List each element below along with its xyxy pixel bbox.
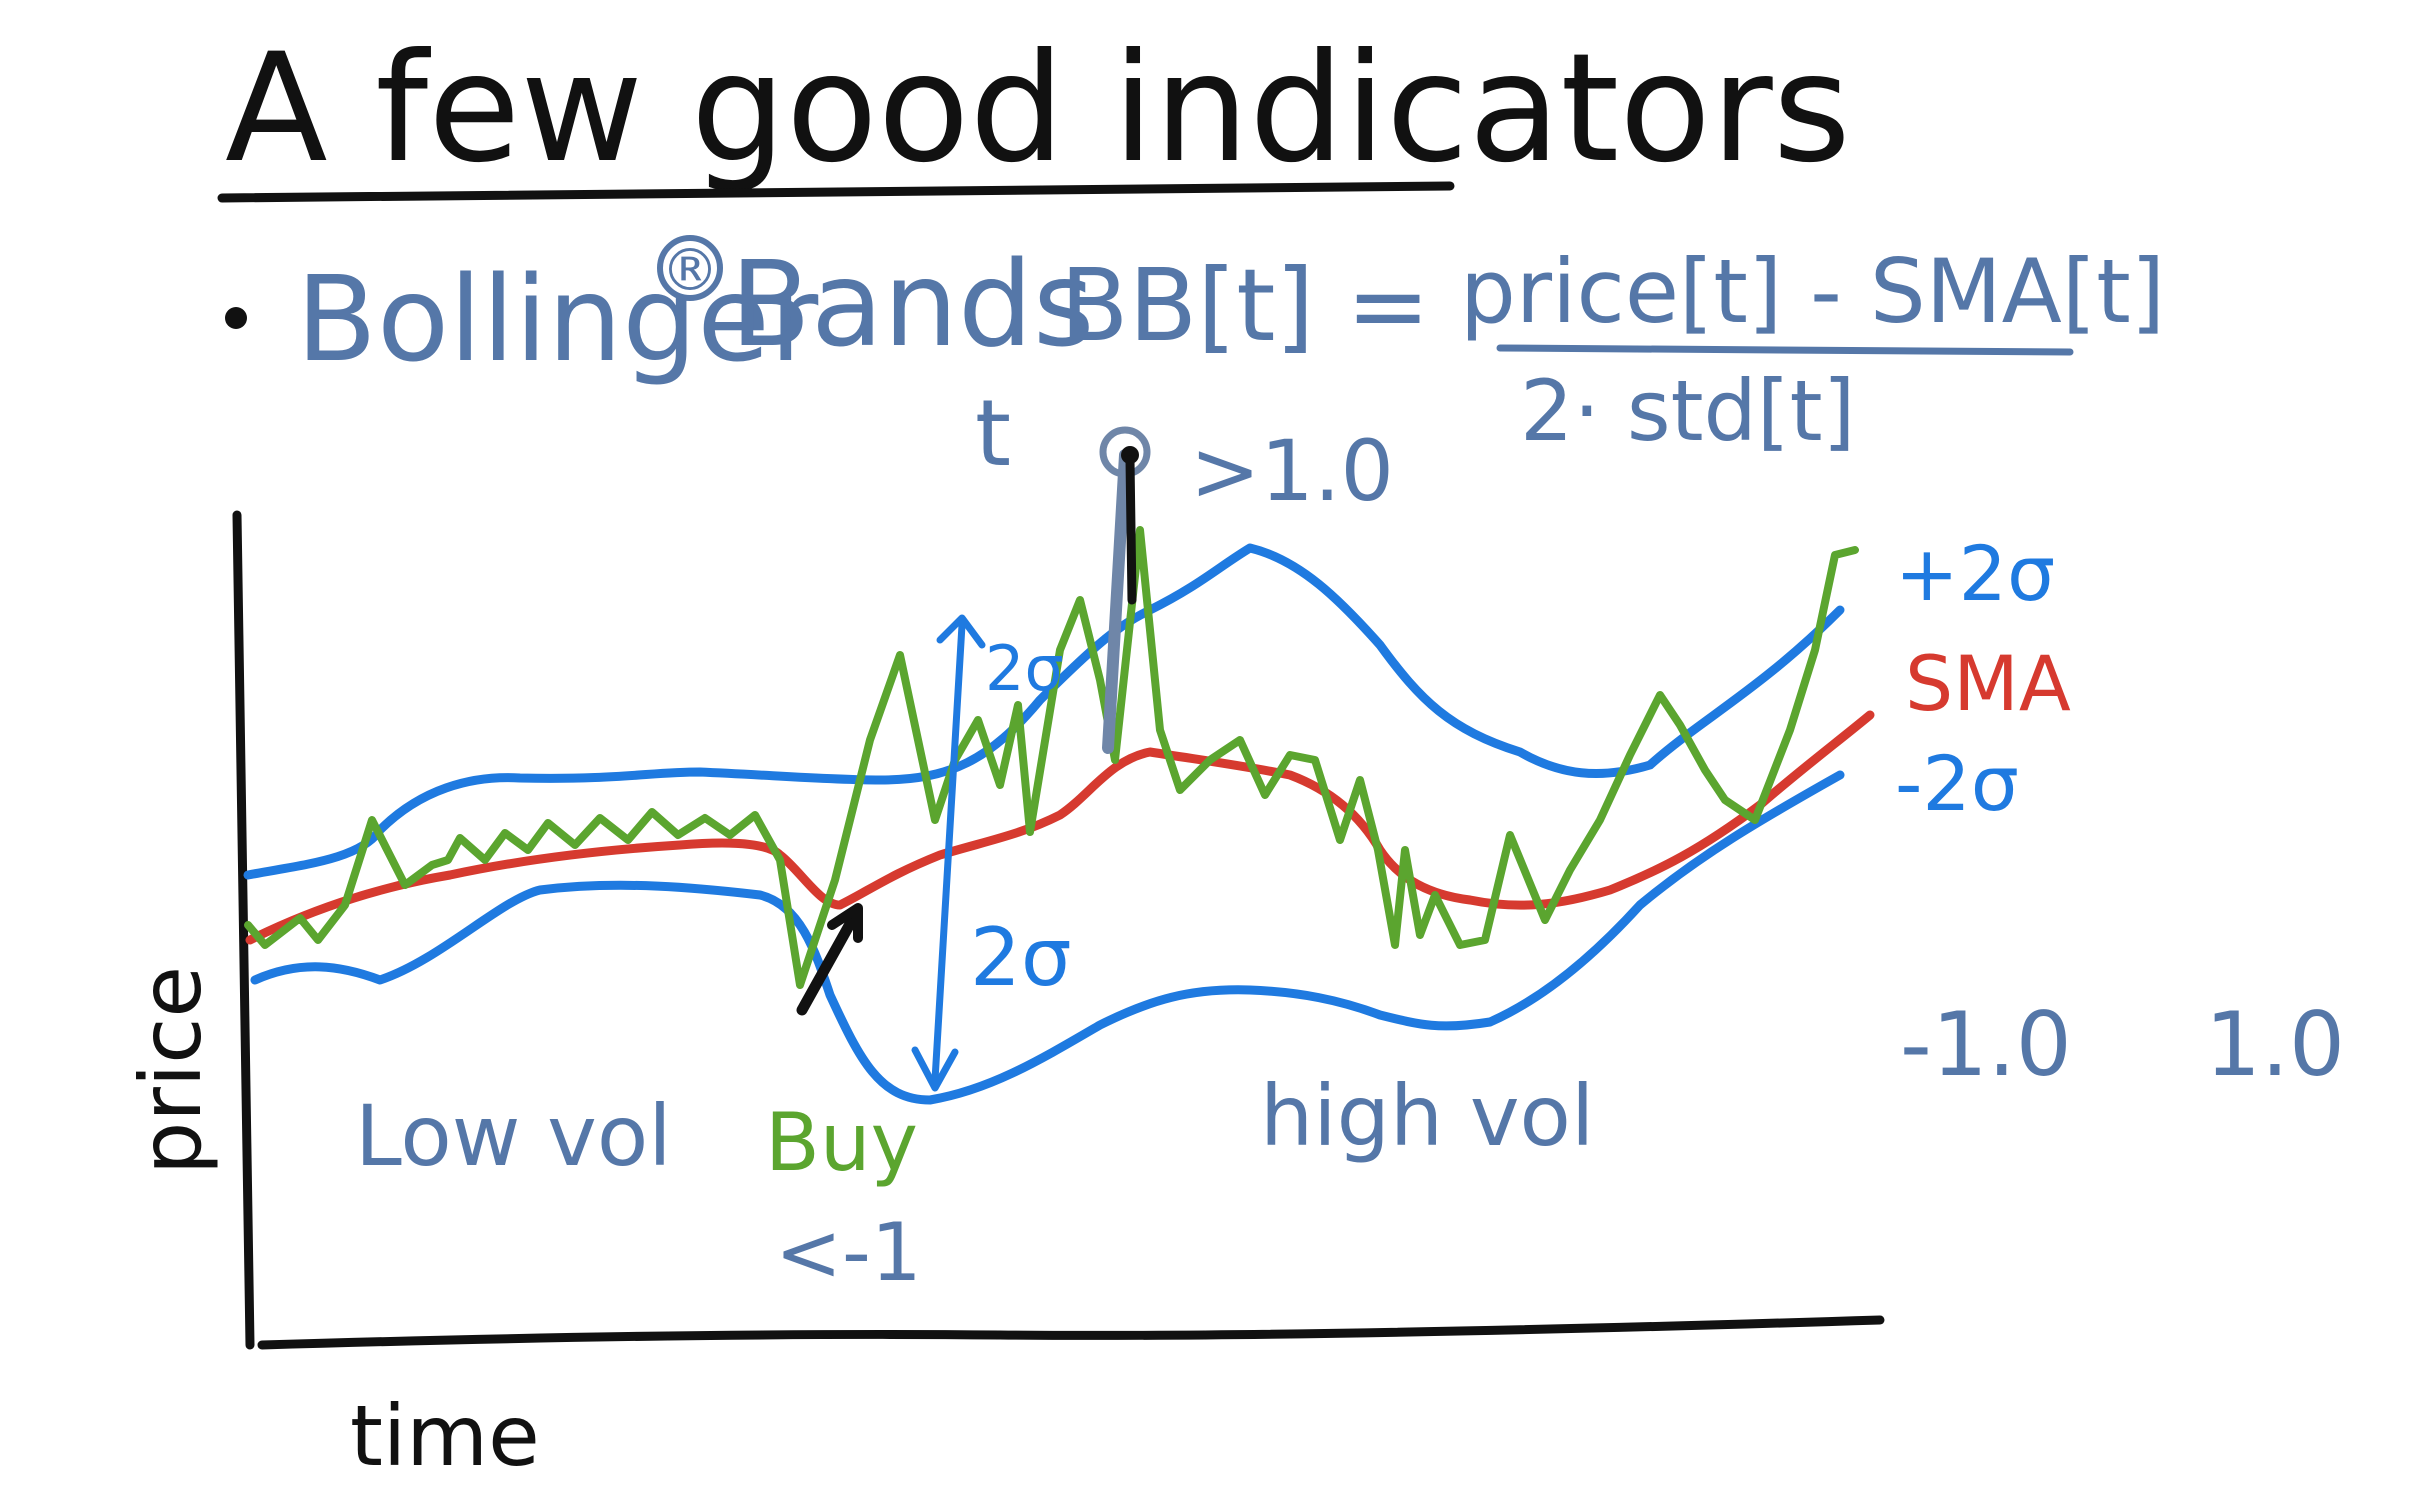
gt-one-label: >1.0 (1190, 422, 1394, 520)
price-line (244, 526, 1859, 989)
bullet-name-suffix: Bands (730, 235, 1094, 373)
page-title: A few good indicators (225, 22, 1851, 196)
two-sigma-arrow (931, 621, 966, 1084)
scale-positive: 1.0 (2205, 993, 2345, 1096)
two-sigma-arrowhead-bottom (911, 1046, 959, 1092)
buy-label: Buy (765, 1096, 918, 1189)
lower-band-line (250, 770, 1845, 1105)
legend-lower-band: -2σ (1895, 739, 2019, 828)
spike-gray-circle (1099, 426, 1151, 478)
buy-arrowhead (827, 903, 863, 943)
buy-arrow (796, 909, 861, 1016)
lt-neg-one-label: <-1 (775, 1206, 922, 1299)
formula-lhs: BB[t] = (1060, 247, 1430, 364)
two-sigma-arrowhead-top (936, 614, 986, 649)
spike-gray-stem (1102, 449, 1131, 754)
high-vol-label: high vol (1260, 1067, 1594, 1165)
legend-upper-band: +2σ (1895, 529, 2055, 618)
sma-line (245, 710, 1875, 945)
y-axis (232, 510, 255, 1350)
legend-sma: SMA (1905, 639, 2071, 728)
scale-negative: -1.0 (1900, 993, 2072, 1096)
upper-band-line (243, 543, 1845, 880)
bullet-dot (225, 307, 247, 329)
fraction-bar (1496, 344, 2074, 356)
title-underline (217, 181, 1455, 203)
registered-mark: ® (661, 236, 719, 304)
t-label: t (975, 380, 1011, 487)
spike-black-stroke (1125, 455, 1137, 605)
x-axis-label: time (350, 1387, 540, 1485)
spike-black-dot (1121, 446, 1139, 464)
formula-denominator: 2· std[t] (1520, 362, 1855, 460)
formula-numerator: price[t] - SMA[t] (1460, 240, 2165, 343)
y-axis-label: price (122, 966, 220, 1175)
x-axis (257, 1315, 1885, 1350)
low-vol-label: Low vol (355, 1087, 672, 1185)
bullet-name: Bollinger (296, 250, 819, 388)
two-sigma-upper-label: 2σ (985, 632, 1064, 705)
two-sigma-lower-label: 2σ (970, 911, 1072, 1004)
registered-circle (657, 235, 723, 301)
